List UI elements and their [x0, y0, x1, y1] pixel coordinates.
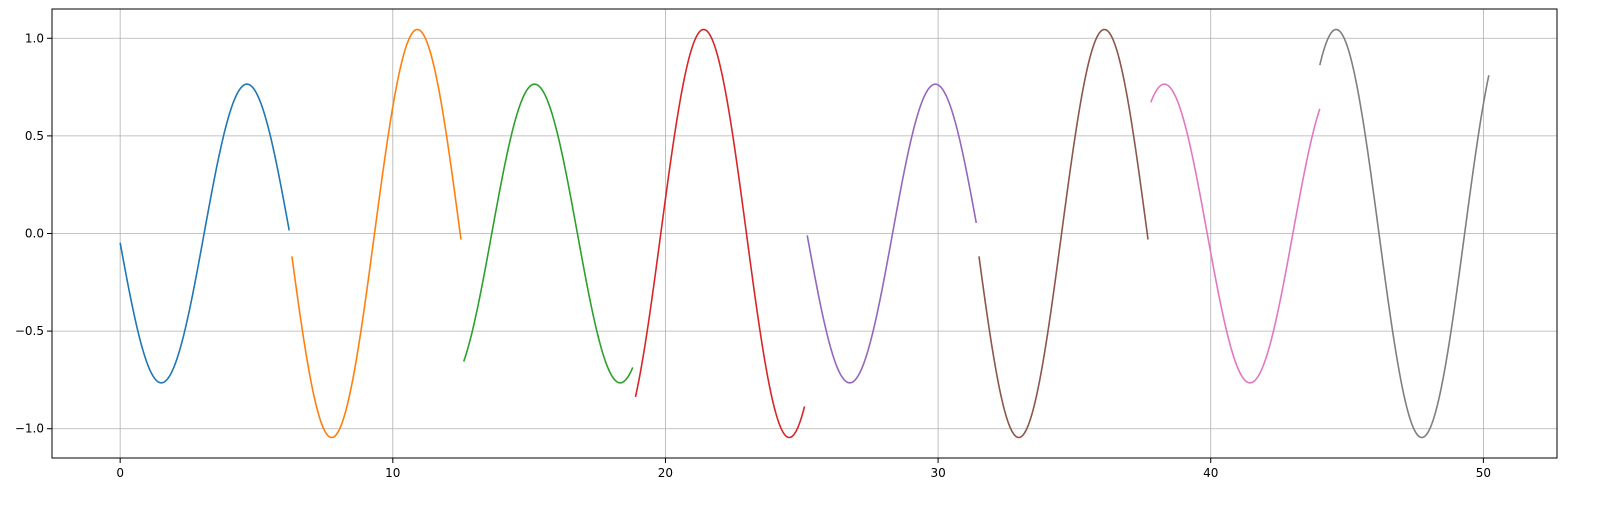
- grid: [52, 9, 1557, 458]
- x-tick-label: 30: [930, 466, 945, 480]
- x-tick-label: 50: [1476, 466, 1491, 480]
- y-tick-label: 1.0: [25, 31, 44, 45]
- series-layer: [119, 28, 1490, 439]
- x-tick-label: 20: [658, 466, 673, 480]
- series-line-6: [978, 28, 1149, 439]
- y-tick-label: −1.0: [15, 422, 44, 436]
- series-line-7: [1150, 83, 1321, 384]
- series-line-3: [462, 83, 634, 384]
- series-line-4: [634, 28, 806, 439]
- series-line-1: [119, 83, 290, 384]
- axis-ticks: 0 10 20 30 40 50 −1.0 −0.5 0.0 0.5 1.0: [15, 31, 1491, 480]
- series-line-5: [806, 83, 978, 384]
- x-tick-label: 40: [1203, 466, 1218, 480]
- y-tick-label: −0.5: [15, 324, 44, 338]
- y-tick-label: 0.0: [25, 227, 44, 241]
- x-tick-label: 0: [116, 466, 124, 480]
- series-line-2: [291, 28, 462, 439]
- y-tick-label: 0.5: [25, 129, 44, 143]
- series-line-8: [1319, 28, 1490, 439]
- x-tick-label: 10: [385, 466, 400, 480]
